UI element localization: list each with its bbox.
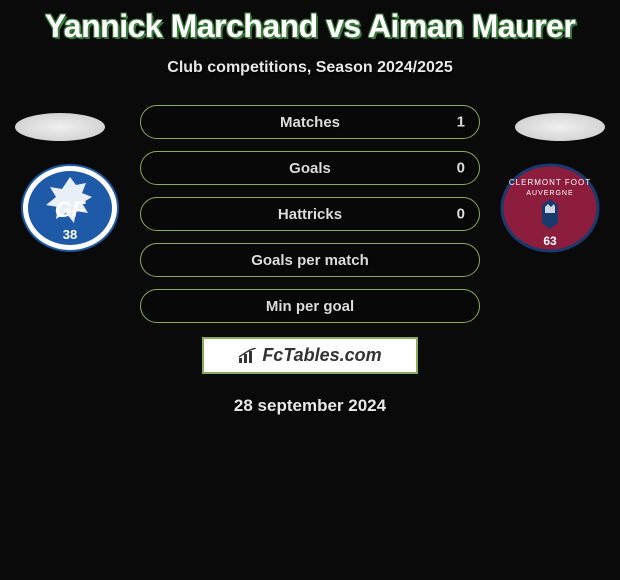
svg-text:AUVERGNE: AUVERGNE: [526, 190, 573, 197]
stat-row-goals: Goals 0: [140, 151, 480, 185]
stat-row-matches: Matches 1: [140, 105, 480, 139]
stat-row-hattricks: Hattricks 0: [140, 197, 480, 231]
page-title: Yannick Marchand vs Aiman Maurer: [0, 0, 620, 45]
stat-label: Matches: [280, 114, 340, 131]
chart-icon: [238, 348, 258, 364]
stat-label: Goals: [289, 160, 331, 177]
svg-text:GF: GF: [55, 197, 86, 222]
clermont-badge-icon: CLERMONT FOOT AUVERGNE 63: [500, 163, 600, 253]
player-shadow-left: [15, 113, 105, 141]
brand-text: FcTables.com: [262, 345, 381, 366]
stat-right-value: 0: [457, 206, 465, 223]
stat-label: Min per goal: [266, 298, 354, 315]
team-badge-right: CLERMONT FOOT AUVERGNE 63: [500, 163, 600, 253]
stat-label: Goals per match: [251, 252, 369, 269]
stat-label: Hattricks: [278, 206, 342, 223]
snapshot-date: 28 september 2024: [0, 396, 620, 416]
team-badge-left: GF 38: [20, 163, 120, 253]
grenoble-badge-icon: GF 38: [20, 163, 120, 253]
brand-watermark: FcTables.com: [202, 337, 418, 374]
stat-row-goals-per-match: Goals per match: [140, 243, 480, 277]
page-subtitle: Club competitions, Season 2024/2025: [0, 59, 620, 77]
stat-right-value: 1: [457, 114, 465, 131]
comparison-area: GF 38 CLERMONT FOOT AUVERGNE 63 Matches …: [0, 105, 620, 416]
badge-right-number: 63: [543, 234, 557, 248]
stat-row-min-per-goal: Min per goal: [140, 289, 480, 323]
stat-right-value: 0: [457, 160, 465, 177]
svg-text:CLERMONT FOOT: CLERMONT FOOT: [509, 178, 591, 187]
player-shadow-right: [515, 113, 605, 141]
badge-left-number: 38: [63, 227, 77, 242]
stat-rows: Matches 1 Goals 0 Hattricks 0 Goals per …: [140, 105, 480, 323]
